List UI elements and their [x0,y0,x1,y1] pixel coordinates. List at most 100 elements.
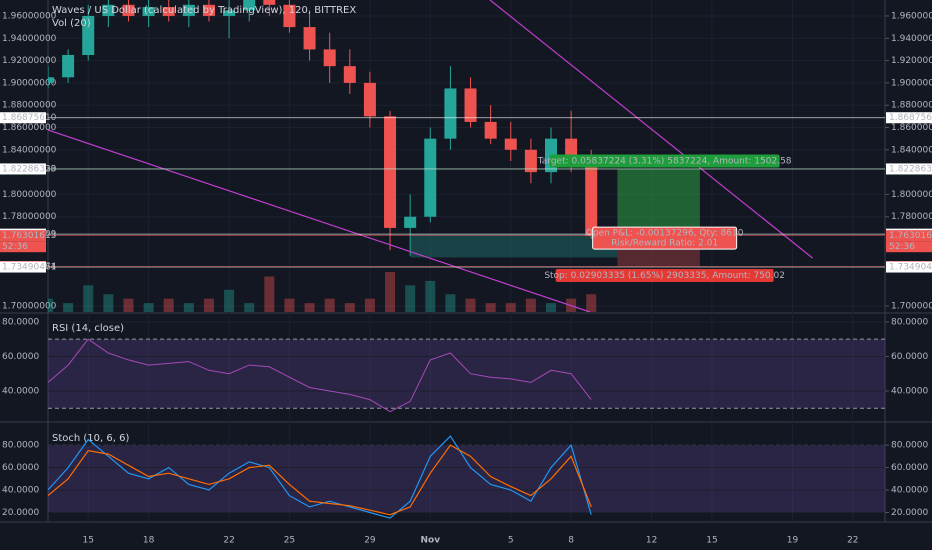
price-tag-label: 1.73490461 [889,263,932,273]
y-tick-label-left: 1.78000000 [2,212,57,222]
y-tick-label: 1.88000000 [891,101,932,111]
candle-body [48,77,54,83]
x-tick-label: 8 [568,536,574,546]
stoch-title: Stoch (10, 6, 6) [52,433,129,444]
stoch-line [47,444,592,516]
y-tick-label: 1.96000000 [891,11,932,21]
volume-bar [445,294,456,312]
candle-body [142,7,155,16]
y-tick-label: 1.92000000 [891,56,932,66]
price-tag-left [0,112,46,124]
y-tick-label-left: 60.0000 [2,352,39,362]
volume-bar [163,298,174,312]
price-tag-label: 1.82286320 [889,164,932,174]
candle-body [162,7,175,16]
candle-body [444,88,457,139]
y-tick-label: 80.0000 [891,441,928,451]
chart-title: Waves / US Dollar (calculated by Trading… [52,5,356,16]
x-tick-label: 18 [143,536,155,546]
volume-bar [143,303,154,312]
price-tag-left [0,230,46,242]
price-tag-left-label: 1.73490461 [2,263,56,273]
candle-body [323,49,336,67]
volume-bar [63,303,74,312]
rsi-line [47,338,592,413]
price-tag [886,230,932,242]
y-tick-label-left: 1.92000000 [2,56,57,66]
rr-label: Risk/Reward Ratio: 2.01 [611,239,718,249]
price-tag [886,261,932,273]
volume-bar [364,298,375,312]
price-tag-left-label: 1.82286320 [2,164,57,174]
main-pane [48,0,813,312]
y-tick-label-left: 40.0000 [2,486,39,496]
countdown-tag-left [0,241,46,253]
candle-body [202,4,215,16]
y-tick-label-left: 1.88000000 [2,101,57,111]
candle-body [504,138,517,150]
filled-zone [410,234,618,258]
countdown-tag [886,241,932,253]
y-tick-label: 1.70000000 [891,301,932,311]
y-tick-label-left: 20.0000 [2,508,39,518]
candle-body [424,138,437,217]
candle-body [303,27,316,50]
volume-bar [183,303,194,312]
x-tick-label: 22 [847,536,858,546]
candle-body [484,121,497,139]
volume-bar [485,303,496,312]
y-tick-label: 60.0000 [891,352,928,362]
y-tick-label-left: 1.94000000 [2,34,57,44]
volume-bar [525,298,536,312]
volume-bar [203,298,214,312]
volume-title: Vol (20) [52,18,91,29]
candle-body [122,4,135,16]
y-tick-label-left: 1.70000000 [2,301,57,311]
y-tick-label-left: 40.0000 [2,386,39,396]
trend-line [48,129,591,312]
candle-body [263,0,276,5]
volume-bar [505,303,516,312]
stoch-line [47,435,592,519]
volume-bar [123,298,134,312]
price-tag-left [0,163,46,175]
candle-body [182,4,195,16]
candle-body [223,10,236,16]
price-tag-left [0,261,46,273]
candle-body [62,54,75,78]
target-zone [617,169,700,235]
volume-bar [224,289,235,312]
y-tick-label-left: 60.0000 [2,463,39,473]
countdown: 52:36 [889,242,915,252]
volume-bar [48,298,53,312]
y-tick-label-left: 1.90000000 [2,78,57,88]
stoch-band [48,445,885,513]
volume-bar [264,276,275,312]
y-tick-label: 80.0000 [891,317,928,327]
x-tick-label: 15 [83,536,94,546]
volume-bar [344,303,355,312]
rsi-band [48,339,885,409]
stop-label: Stop: 0.02903335 (1.65%) 2903335, Amount… [544,271,785,281]
candle-body [82,15,95,55]
y-tick-label-left: 1.84000000 [2,145,57,155]
rsi-title: RSI (14, close) [52,323,124,334]
price-tag-left-label: 1.86875610 [2,113,57,123]
volume-bar [465,298,476,312]
x-tick-label: 25 [284,536,295,546]
pnl-box [592,226,738,250]
volume-bar [385,272,396,312]
y-tick-label: 1.78000000 [891,212,932,222]
countdown-left: 52:36 [2,242,28,252]
y-tick-label-left: 80.0000 [2,317,39,327]
x-tick-label: Nov [420,536,440,546]
volume-bar [244,303,255,312]
y-tick-label-left: 80.0000 [2,441,39,451]
target-label: Target: 0.05837224 (3.31%) 5837224, Amou… [537,157,792,167]
volume-bar [425,280,436,312]
price-tag-left-label: 1.76301613 [2,231,56,241]
candle-body [363,82,376,117]
candle-body [243,0,256,11]
volume-bar [405,285,416,312]
